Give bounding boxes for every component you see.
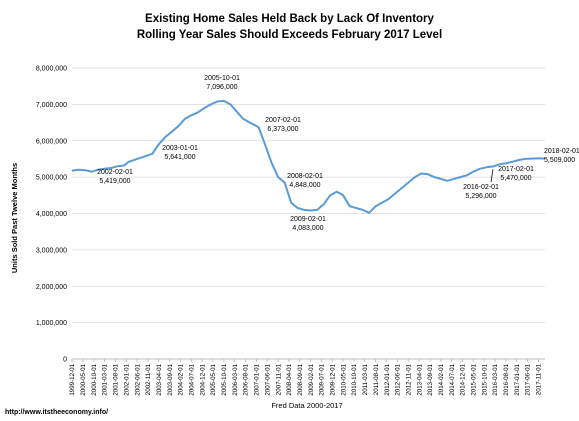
- x-tick-label: 2006-08-01: [243, 363, 250, 395]
- x-tick-label: 2014-02-01: [438, 363, 445, 395]
- y-tick-label: 0: [63, 357, 67, 364]
- chart-title: Existing Home Sales Held Back by Lack Of…: [145, 13, 434, 25]
- x-tick-label: 2009-12-01: [330, 363, 337, 395]
- annotation-value: 5,419,000: [99, 178, 130, 185]
- x-tick-label: 2011-03-01: [362, 363, 369, 395]
- x-tick-label: 2010-10-01: [351, 363, 358, 395]
- x-tick-label: 2007-06-01: [264, 363, 271, 395]
- series-line: [71, 99, 546, 214]
- x-tick-label: 2015-10-01: [481, 363, 488, 395]
- annotation-date: 2009-02-01: [290, 216, 326, 223]
- x-axis-label: Fred Data 2000-2017: [271, 401, 342, 410]
- x-tick-label: 2006-03-01: [232, 363, 239, 395]
- x-tick-label: 2016-08-01: [503, 363, 510, 395]
- source-url: http://www.itstheeconomy.info/: [5, 409, 108, 416]
- x-tick-label: 2002-06-01: [134, 363, 141, 395]
- annotation-value: 6,373,000: [267, 126, 298, 133]
- annotation-date: 2002-02-01: [97, 169, 133, 176]
- x-tick-label: 2012-06-01: [395, 363, 402, 395]
- x-tick-label: 2007-11-01: [275, 363, 282, 395]
- y-axis-label: Units Sold Past Twelve Months: [10, 163, 19, 273]
- annotation-value: 5,641,000: [164, 154, 195, 161]
- x-tick-label: 2009-02-01: [308, 363, 315, 395]
- annotation-value: 4,848,000: [289, 182, 320, 189]
- x-tick-label: 2016-03-01: [492, 363, 499, 395]
- x-tick-label: 2004-12-01: [199, 363, 206, 395]
- y-tick-label: 1,000,000: [36, 320, 67, 327]
- x-tick-label: 2001-08-01: [113, 363, 120, 395]
- x-tick-label: 2017-06-01: [525, 363, 532, 395]
- chart-subtitle: Rolling Year Sales Should Exceeds Februa…: [137, 29, 442, 41]
- y-tick-label: 3,000,000: [36, 247, 67, 254]
- x-tick-label: 2017-11-01: [536, 363, 543, 395]
- annotation-date: 2005-10-01: [204, 75, 240, 82]
- annotation-value: 5,296,000: [465, 193, 496, 200]
- x-tick-label: 2004-07-01: [189, 363, 196, 395]
- x-tick-label: 2003-09-01: [167, 363, 174, 395]
- annotation-value: 5,509,000: [544, 157, 575, 164]
- x-tick-label: 2012-11-01: [406, 363, 413, 395]
- annotation-date: 2003-01-01: [162, 145, 198, 152]
- x-tick-label: 2007-01-01: [254, 363, 261, 395]
- x-tick-label: 2001-03-01: [102, 363, 109, 395]
- annotation-date: 2008-02-01: [287, 173, 323, 180]
- y-axis-ticks: 0 1,000,000 2,000,000 3,000,000 4,000,000 5,0…: [36, 66, 67, 364]
- y-tick-label: 8,000,000: [36, 66, 67, 73]
- annotation-leader: [490, 169, 494, 183]
- x-tick-label: 2008-04-01: [286, 363, 293, 395]
- annotation-date: 2016-02-01: [463, 184, 499, 191]
- x-tick-label: 2013-04-01: [416, 363, 423, 395]
- x-tick-label: 2010-05-01: [340, 363, 347, 395]
- x-axis-ticks: 1999-12-01 2000-05-01 2000-10-01 2001-03-01…: [69, 359, 543, 396]
- x-tick-label: 2015-05-01: [470, 363, 477, 395]
- x-tick-label: 2005-10-01: [221, 363, 228, 395]
- x-tick-label: 1999-12-01: [69, 363, 76, 395]
- x-tick-label: 2017-01-01: [514, 363, 521, 395]
- y-tick-label: 2,000,000: [36, 284, 67, 291]
- annotation-value: 5,470,000: [500, 175, 531, 182]
- annotation-value: 7,096,000: [206, 84, 237, 91]
- x-tick-label: 2011-08-01: [373, 363, 380, 395]
- x-tick-label: 2014-12-01: [460, 363, 467, 395]
- annotation-date: 2017-02-01: [498, 166, 534, 173]
- x-tick-label: 2002-11-01: [145, 363, 152, 395]
- x-tick-label: 2013-09-01: [427, 363, 434, 395]
- y-tick-label: 5,000,000: [36, 175, 67, 182]
- series-layer: [71, 99, 546, 214]
- y-tick-label: 6,000,000: [36, 138, 67, 145]
- annotation-value: 4,083,000: [292, 225, 323, 232]
- annotation-date: 2018-02-01: [544, 148, 579, 155]
- y-tick-label: 7,000,000: [36, 102, 67, 109]
- x-tick-label: 2005-05-01: [210, 363, 217, 395]
- annotation-date: 2007-02-01: [265, 117, 301, 124]
- x-tick-label: 2002-01-01: [124, 363, 131, 395]
- x-tick-label: 2009-07-01: [319, 363, 326, 395]
- x-tick-label: 2014-07-01: [449, 363, 456, 395]
- x-tick-label: 2008-09-01: [297, 363, 304, 395]
- grid-layer: [72, 67, 545, 360]
- y-tick-label: 4,000,000: [36, 211, 67, 218]
- x-tick-label: 2000-05-01: [80, 363, 87, 395]
- x-tick-label: 2003-04-01: [156, 363, 163, 395]
- x-tick-label: 2000-10-01: [91, 363, 98, 395]
- x-tick-label: 2012-01-01: [384, 363, 391, 395]
- annotation-layer: 2002-02-01 5,419,000 2003-01-01 5,641,000 20…: [97, 75, 579, 232]
- x-tick-label: 2004-02-01: [178, 363, 185, 395]
